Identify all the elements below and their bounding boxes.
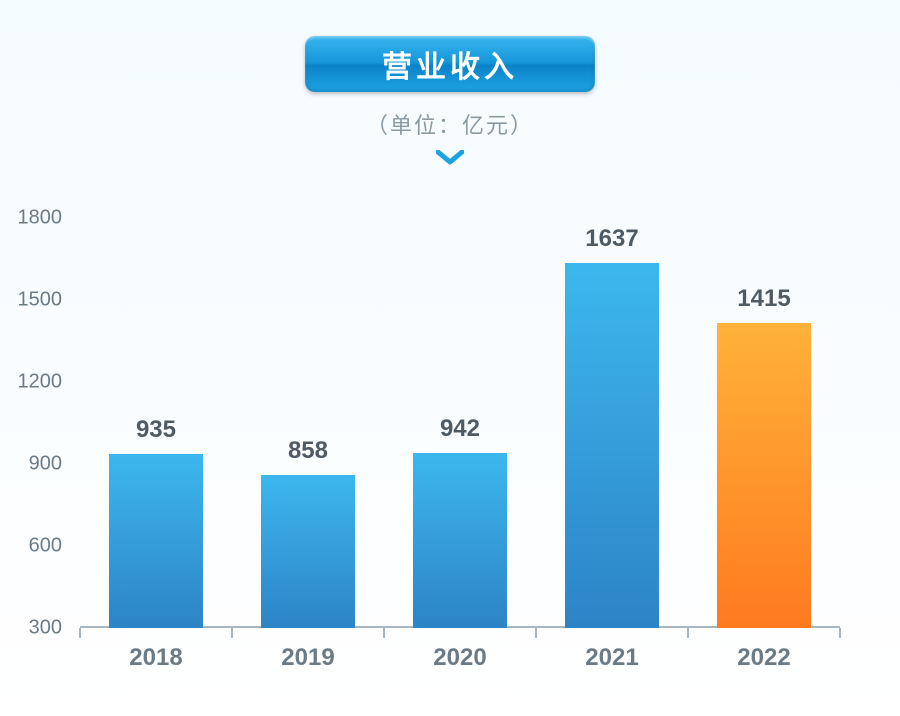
bar-chart: 3006009001200150018009352018858201994220… <box>80 218 840 628</box>
bar: 858 <box>261 475 355 628</box>
bar-fill <box>717 323 811 628</box>
x-tick <box>839 628 841 638</box>
bar-fill <box>413 453 507 628</box>
x-tick <box>687 628 689 638</box>
bar-fill <box>261 475 355 628</box>
chart-subtitle: （单位：亿元） <box>366 108 534 140</box>
chevron-down-icon <box>436 150 464 166</box>
bar-value-label: 935 <box>136 416 176 444</box>
x-axis-label: 2020 <box>433 644 486 672</box>
y-tick-label: 900 <box>29 453 62 476</box>
x-tick <box>535 628 537 638</box>
y-tick-label: 600 <box>29 535 62 558</box>
bar-fill <box>109 454 203 628</box>
bar-value-label: 1415 <box>737 285 790 313</box>
bar-value-label: 1637 <box>585 225 638 253</box>
page: 营业收入 （单位：亿元） 300600900120015001800935201… <box>0 0 900 716</box>
chart-title: 营业收入 <box>382 42 518 86</box>
title-pill: 营业收入 <box>305 36 595 92</box>
y-tick-label: 1800 <box>18 207 63 230</box>
y-tick-label: 1200 <box>18 371 63 394</box>
bar-fill <box>565 263 659 628</box>
y-tick-label: 300 <box>29 617 62 640</box>
x-tick <box>231 628 233 638</box>
y-tick-label: 1500 <box>18 289 63 312</box>
bar: 935 <box>109 454 203 628</box>
x-axis-label: 2021 <box>585 644 638 672</box>
x-axis-label: 2018 <box>129 644 182 672</box>
x-axis-label: 2022 <box>737 644 790 672</box>
x-tick <box>79 628 81 638</box>
bar: 942 <box>413 453 507 628</box>
bar-value-label: 942 <box>440 415 480 443</box>
bar: 1415 <box>717 323 811 628</box>
bar-value-label: 858 <box>288 437 328 465</box>
x-axis-label: 2019 <box>281 644 334 672</box>
bar: 1637 <box>565 263 659 628</box>
x-tick <box>383 628 385 638</box>
